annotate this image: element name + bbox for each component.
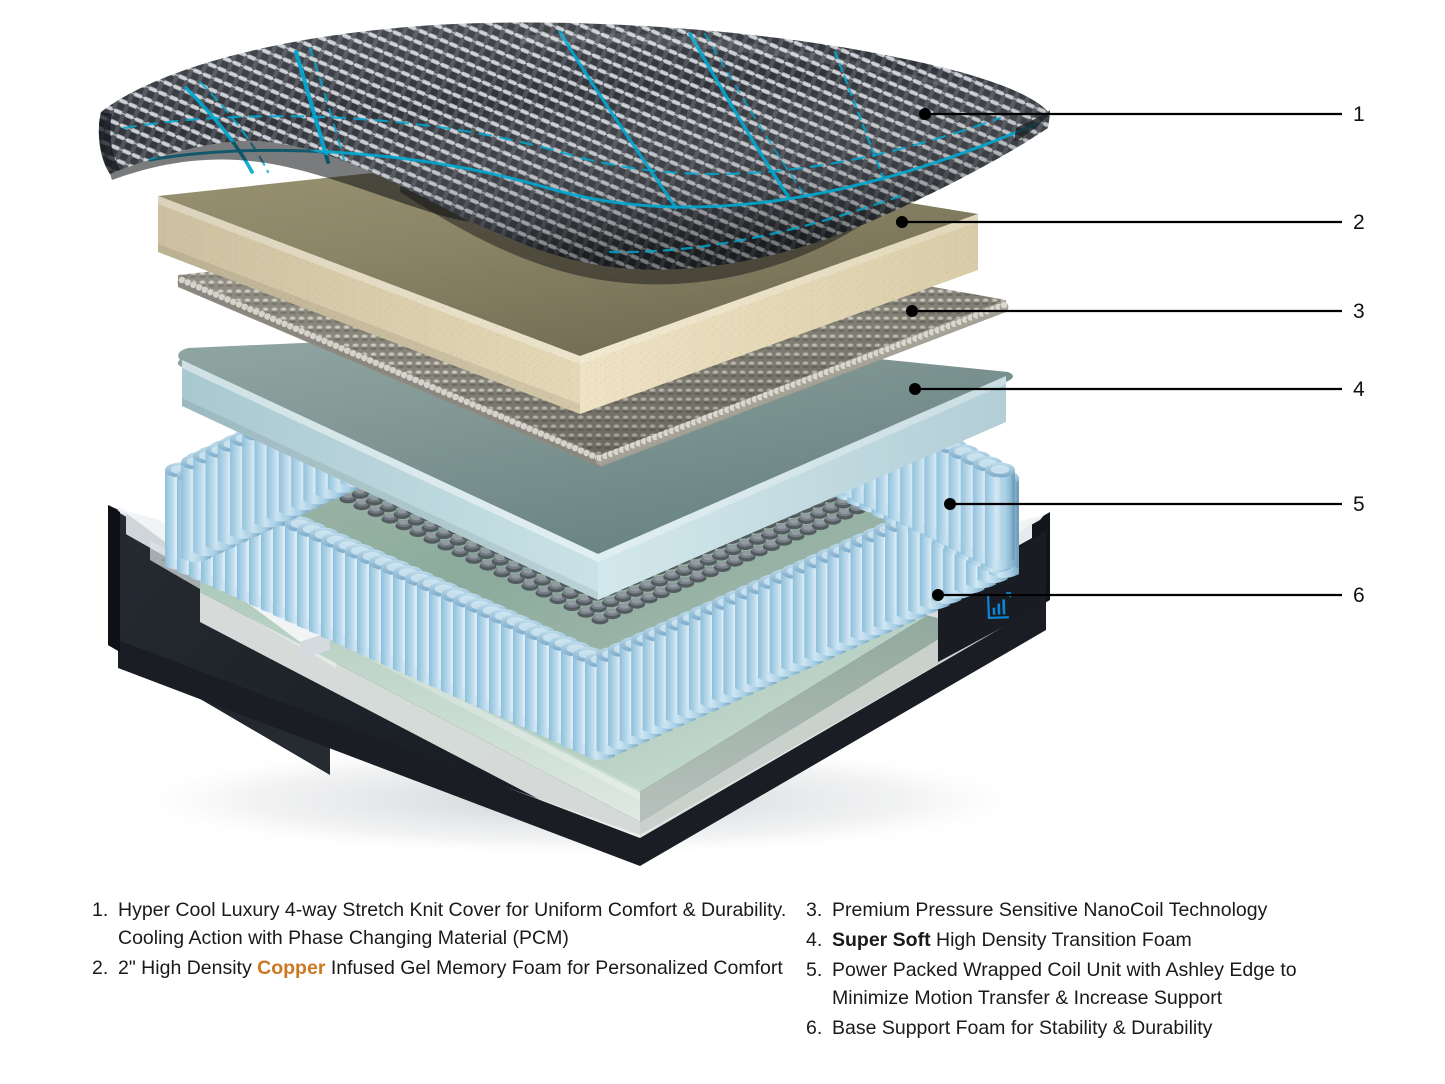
legend-column-left: 1. Hyper Cool Luxury 4-way Stretch Knit C…: [92, 896, 792, 984]
legend-item-number: 5.: [806, 959, 823, 981]
legend-item: 2. 2" High Density Copper Infused Gel Mem…: [92, 954, 792, 982]
legend-item-number: 4.: [806, 929, 823, 951]
legend-item: 5. Power Packed Wrapped Coil Unit with As…: [806, 956, 1366, 1012]
bold-highlight: Super Soft: [832, 929, 931, 951]
legend-text-run: Power Packed Wrapped Coil Unit with Ashl…: [832, 959, 1297, 1009]
legend-item-number: 2.: [92, 957, 109, 979]
edge-coils-left: [165, 462, 615, 760]
edge-coils-right: [585, 470, 1019, 760]
callout-number-6: 6: [1353, 584, 1365, 607]
callout-dots: [896, 108, 956, 601]
leader-dot-3: [906, 305, 918, 317]
leader-dot-5: [944, 498, 956, 510]
leader-dot-1: [919, 108, 931, 120]
legend-item-text: Base Support Foam for Stability & Durabi…: [832, 1014, 1366, 1042]
legend-item-number: 6.: [806, 1017, 823, 1039]
legend-item-number: 3.: [806, 899, 823, 921]
legend-item-text: Super Soft High Density Transition Foam: [832, 926, 1366, 954]
legend-text-run: 2" High Density: [118, 957, 258, 979]
legend-item-text: 2" High Density Copper Infused Gel Memor…: [118, 954, 792, 982]
mattress-layers-illustration: [98, 22, 1342, 866]
legend-item: 4. Super Soft High Density Transition Foa…: [806, 926, 1366, 954]
callout-number-5: 5: [1353, 493, 1365, 516]
legend-item-text: Hyper Cool Luxury 4-way Stretch Knit Cov…: [118, 896, 792, 952]
leader-dot-6: [932, 589, 944, 601]
copper-highlight: Copper: [257, 957, 326, 979]
legend-text-run: High Density Transition Foam: [930, 929, 1192, 951]
legend-column-right: 3. Premium Pressure Sensitive NanoCoil Te…: [806, 896, 1366, 1044]
callout-number-3: 3: [1353, 300, 1365, 323]
legend-text-run: Hyper Cool Luxury 4-way Stretch Knit Cov…: [118, 899, 787, 949]
legend-item-text: Premium Pressure Sensitive NanoCoil Tech…: [832, 896, 1366, 924]
legend-text-run: Premium Pressure Sensitive NanoCoil Tech…: [832, 899, 1268, 921]
legend-item: 6. Base Support Foam for Stability & Dura…: [806, 1014, 1366, 1042]
brand-logo-icon: [987, 592, 1012, 620]
legend-item: 1. Hyper Cool Luxury 4-way Stretch Knit C…: [92, 896, 792, 952]
nanocoil-rim-right: [595, 301, 1009, 466]
callout-leader-lines: [902, 112, 1342, 597]
callout-number-1: 1: [1353, 103, 1365, 126]
exploded-mattress-diagram: 1 2 3 4 5 6: [98, 22, 1365, 866]
legend-text-run: Infused Gel Memory Foam for Personalized…: [325, 957, 783, 979]
legend-item-number: 1.: [92, 899, 109, 921]
legend-text-run: Base Support Foam for Stability & Durabi…: [832, 1017, 1213, 1039]
nanocoil-rim-left: [177, 276, 603, 466]
leader-dot-4: [909, 383, 921, 395]
callout-number-4: 4: [1353, 378, 1365, 401]
legend-item: 3. Premium Pressure Sensitive NanoCoil Te…: [806, 896, 1366, 924]
layer-legend: 1. Hyper Cool Luxury 4-way Stretch Knit C…: [0, 896, 1445, 1084]
callout-number-2: 2: [1353, 211, 1365, 234]
layer-1-hyper-cool-knit-cover: [98, 22, 1051, 285]
legend-item-text: Power Packed Wrapped Coil Unit with Ashl…: [832, 956, 1366, 1012]
leader-dot-2: [896, 216, 908, 228]
